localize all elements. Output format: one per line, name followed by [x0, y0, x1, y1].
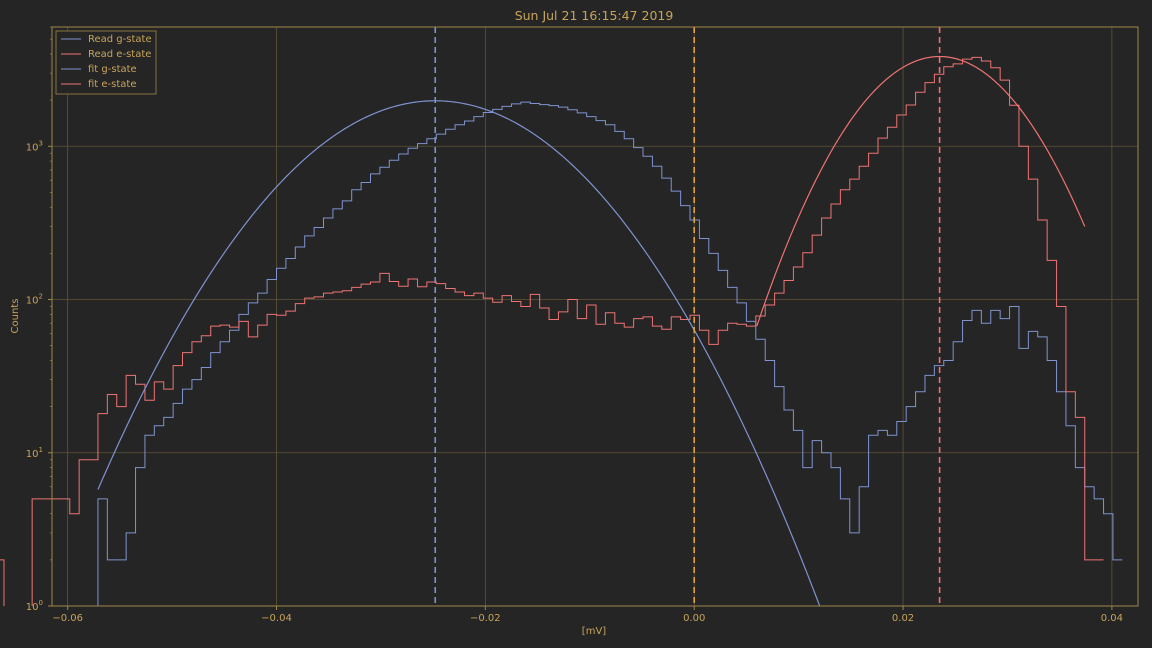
legend: Read g-state Read e-state fit g-state fi…	[55, 30, 157, 95]
legend-label-fit-g-state: fit g-state	[88, 64, 137, 75]
legend-label-fit-e-state: fit e-state	[88, 79, 137, 90]
histogram-read-e-state	[0, 56, 1104, 606]
x-axis-label: [mV]	[582, 626, 606, 637]
x-tick-label: −0.04	[261, 613, 292, 624]
y-axis-label: Counts	[10, 299, 21, 334]
x-tick-label: 0.04	[1101, 613, 1123, 624]
fit-curve-fit-e-state	[756, 55, 1086, 327]
x-tick-label: −0.02	[470, 613, 501, 624]
x-tick-label: 0.00	[683, 613, 705, 624]
fit-curve-fit-g-state	[97, 100, 821, 606]
plot-area	[0, 27, 1123, 606]
x-tick-label: 0.02	[892, 613, 914, 624]
histogram-read-g-state	[97, 101, 1123, 606]
axes-frame	[51, 26, 1139, 607]
legend-label-read-g-state: Read g-state	[88, 34, 152, 45]
chart-title: Sun Jul 21 16:15:47 2019	[515, 8, 674, 23]
x-axis-ticks: −0.06 −0.04 −0.02 0.00 0.02 0.04	[52, 606, 1123, 624]
legend-label-read-e-state: Read e-state	[88, 49, 151, 60]
x-tick-label: −0.06	[52, 613, 83, 624]
